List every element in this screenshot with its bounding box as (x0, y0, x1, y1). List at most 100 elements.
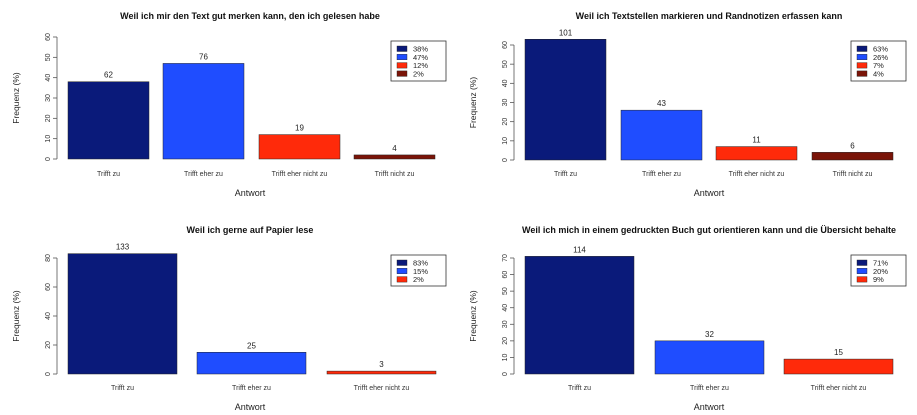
bar-count-label: 43 (657, 99, 666, 108)
bar (67, 81, 150, 160)
y-tick-label: 40 (502, 79, 509, 87)
bar-count-label: 133 (116, 243, 130, 252)
y-tick-label: 0 (45, 372, 52, 376)
legend-entry: 38% (413, 45, 428, 54)
bar-count-label: 62 (104, 71, 113, 80)
legend: 71%20%9% (850, 254, 907, 287)
bar (654, 340, 765, 375)
y-tick-label: 50 (45, 53, 52, 61)
legend: 83%15%2% (390, 254, 447, 287)
category-label: Trifft nicht zu (375, 171, 415, 178)
chart-title: Weil ich mich in einem gedruckten Buch g… (522, 225, 896, 235)
y-tick-label: 60 (45, 283, 52, 291)
category-label: Trifft eher nicht zu (354, 385, 410, 392)
bar (811, 152, 894, 161)
legend-swatch (396, 54, 408, 60)
bar-count-label: 19 (295, 124, 304, 133)
y-tick-label: 60 (45, 33, 52, 41)
bar-count-label: 25 (247, 341, 256, 350)
y-tick-label: 30 (45, 94, 52, 102)
bar (326, 370, 437, 375)
y-tick-label: 40 (45, 312, 52, 320)
y-tick-label: 40 (502, 304, 509, 312)
bar (524, 39, 607, 161)
category-label: Trifft zu (568, 385, 591, 392)
legend-swatch (396, 276, 408, 283)
chart-panel-3: Weil ich gerne auf Papier lese 0 20 40 60 80 F… (11, 225, 447, 412)
legend-entry: 47% (413, 53, 428, 62)
y-tick-label: 10 (502, 137, 509, 145)
y-tick-label: 10 (502, 353, 509, 361)
bar-count-label: 6 (850, 141, 855, 150)
y-tick-label: 60 (502, 271, 509, 279)
legend-swatch (856, 54, 868, 60)
legend-swatch (856, 268, 868, 274)
chart-panel-1: Weil ich mir den Text gut merken kann, d… (11, 11, 447, 198)
legend-entry: 7% (873, 61, 884, 70)
category-label: Trifft zu (111, 385, 134, 392)
legend: 38%47%12%2% (390, 40, 447, 82)
category-label: Trifft eher zu (642, 171, 681, 178)
category-label: Trifft eher nicht zu (729, 171, 785, 178)
bar (620, 109, 703, 161)
chart-panel-4: Weil ich mich in einem gedruckten Buch g… (468, 225, 907, 412)
y-tick-label: 50 (502, 60, 509, 68)
legend-swatch (396, 268, 408, 274)
legend-swatch (396, 259, 408, 266)
category-label: Trifft eher zu (690, 385, 729, 392)
bar-count-label: 76 (199, 52, 208, 61)
legend-entry: 71% (873, 259, 888, 268)
legend-entry: 12% (413, 61, 428, 70)
category-label: Trifft eher nicht zu (272, 171, 328, 178)
bar-count-label: 114 (573, 245, 586, 254)
legend-entry: 2% (413, 275, 424, 284)
y-tick-label: 30 (502, 99, 509, 107)
category-label: Trifft eher nicht zu (811, 385, 867, 392)
chart-panel-2: Weil ich Textstellen markieren und Randn… (468, 11, 907, 198)
chart-title: Weil ich gerne auf Papier lese (187, 225, 314, 235)
y-tick-label: 10 (45, 135, 52, 143)
legend-entry: 26% (873, 53, 888, 62)
y-tick-label: 50 (502, 287, 509, 295)
category-label: Trifft eher zu (232, 385, 271, 392)
bar (162, 63, 245, 160)
legend-entry: 15% (413, 267, 428, 276)
bar (67, 253, 178, 375)
bar-count-label: 101 (559, 28, 573, 37)
legend-swatch (856, 62, 868, 69)
y-tick-label: 20 (45, 114, 52, 122)
legend-entry: 63% (873, 45, 888, 54)
legend-swatch (856, 276, 868, 283)
y-tick-label: 0 (502, 158, 509, 162)
category-label: Trifft eher zu (184, 171, 223, 178)
legend: 63%26%7%4% (850, 40, 907, 82)
bar-count-label: 11 (752, 136, 761, 145)
legend-entry: 9% (873, 275, 884, 284)
y-tick-label: 30 (502, 320, 509, 328)
legend-entry: 4% (873, 69, 884, 78)
category-label: Trifft zu (97, 171, 120, 178)
y-axis-label: Frequenz (%) (468, 290, 478, 342)
bar (196, 352, 307, 375)
category-label: Trifft zu (554, 171, 577, 178)
y-axis-label: Frequenz (%) (11, 290, 21, 342)
chart-title: Weil ich mir den Text gut merken kann, d… (120, 11, 380, 21)
bar-count-label: 32 (705, 330, 714, 339)
y-axis-label: Frequenz (%) (11, 72, 21, 124)
legend-swatch (396, 45, 408, 52)
x-axis-label: Antwort (235, 188, 266, 198)
x-axis-label: Antwort (235, 402, 266, 412)
legend-swatch (396, 62, 408, 69)
bar-count-label: 3 (379, 360, 384, 369)
bar (353, 154, 436, 160)
x-axis-label: Antwort (694, 402, 725, 412)
y-tick-label: 20 (502, 118, 509, 126)
legend-swatch (396, 70, 408, 77)
legend-swatch (856, 70, 868, 77)
legend-entry: 2% (413, 69, 424, 78)
legend-entry: 83% (413, 259, 428, 268)
y-tick-label: 0 (502, 372, 509, 376)
y-tick-label: 20 (502, 337, 509, 345)
legend-swatch (856, 45, 868, 52)
y-tick-label: 40 (45, 74, 52, 82)
